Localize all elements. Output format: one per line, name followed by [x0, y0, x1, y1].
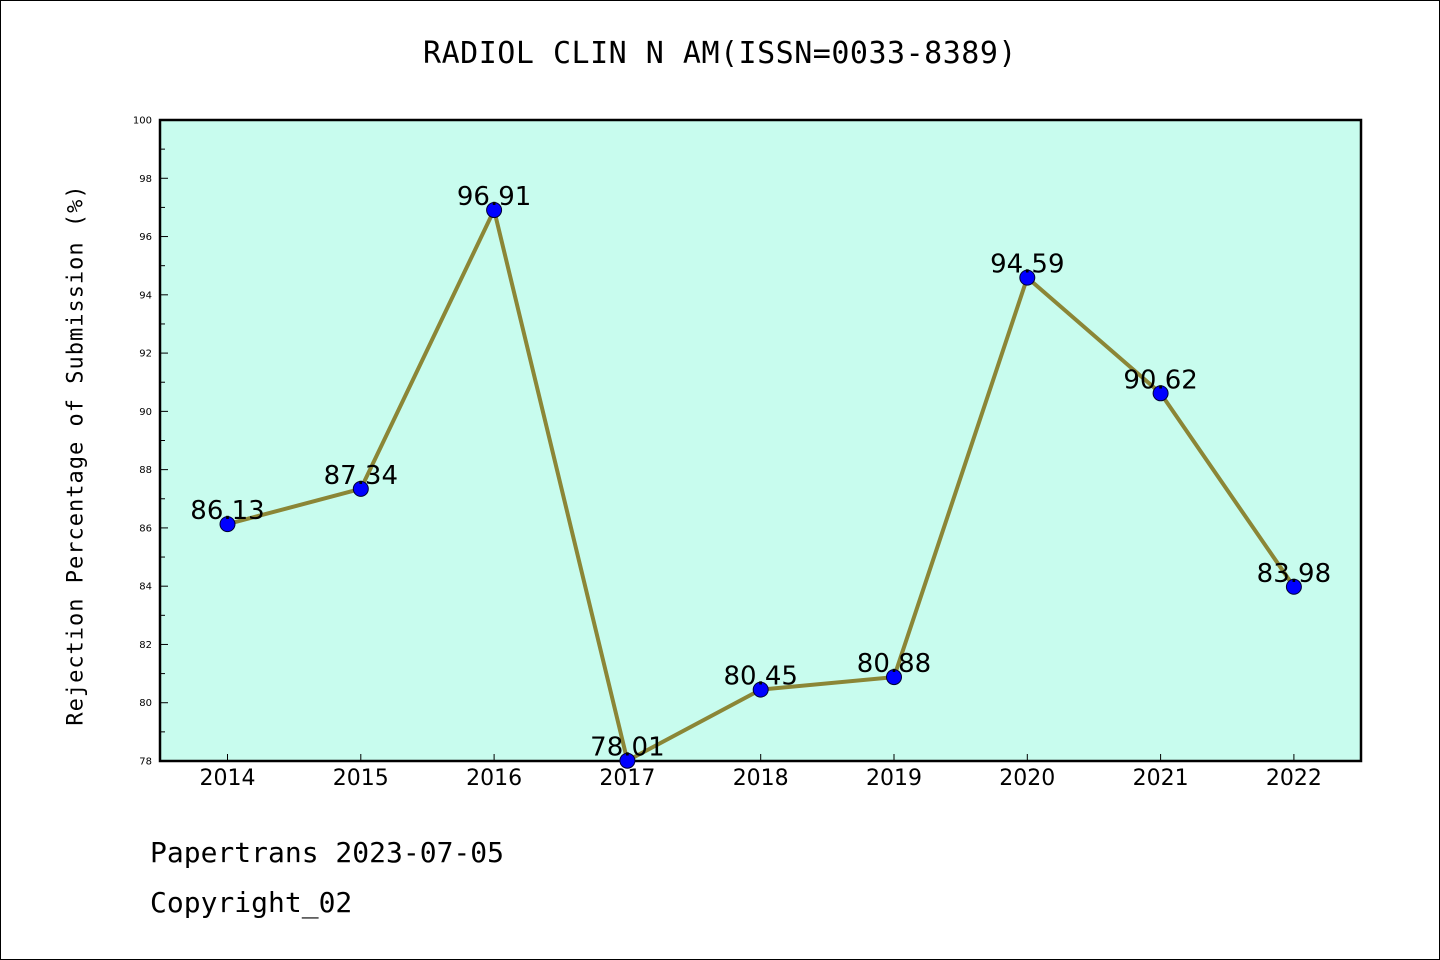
y-tick-label: 86 — [139, 523, 152, 534]
x-tick-label: 2019 — [866, 766, 922, 791]
y-tick-label: 84 — [139, 582, 152, 593]
data-label: 87.34 — [324, 461, 398, 491]
x-axis-ticks: 2014 2015 2016 2017 2018 2019 2020 2021 2022 — [200, 754, 1322, 791]
data-label: 80.88 — [857, 649, 931, 679]
y-tick-label: 96 — [139, 232, 152, 243]
y-tick-label: 92 — [139, 349, 152, 360]
data-point — [486, 202, 503, 219]
x-tick-label: 2020 — [999, 766, 1055, 791]
x-tick-label: 2021 — [1133, 766, 1189, 791]
x-tick-label: 2017 — [599, 766, 655, 791]
x-tick-label: 2014 — [200, 766, 256, 791]
y-axis-ticks: 78 80 82 84 86 88 90 92 94 96 98 100 — [133, 116, 168, 768]
series-group — [219, 202, 1302, 769]
data-labels-group: 86.13 87.34 96.91 78.01 80.45 80.88 94.59 90.62… — [190, 182, 1331, 763]
y-tick-label: 98 — [139, 174, 152, 185]
data-label: 90.62 — [1123, 365, 1197, 395]
data-point — [1285, 578, 1302, 595]
y-tick-label: 78 — [139, 757, 152, 768]
data-label: 96.91 — [457, 182, 531, 212]
chart-title: RADIOL CLIN N AM(ISSN=0033-8389) — [423, 36, 1017, 71]
x-tick-label: 2016 — [466, 766, 522, 791]
y-tick-label: 82 — [139, 640, 152, 651]
data-label: 94.59 — [990, 250, 1064, 280]
data-point — [1152, 385, 1169, 402]
data-label: 80.45 — [723, 662, 797, 692]
y-tick-label: 90 — [139, 407, 152, 418]
data-point — [886, 669, 902, 686]
data-label: 78.01 — [590, 733, 664, 763]
plot-area — [158, 118, 1363, 763]
x-tick-label: 2018 — [733, 766, 789, 791]
y-tick-label: 94 — [139, 290, 152, 301]
x-tick-label: 2022 — [1266, 766, 1322, 791]
y-tick-label: 88 — [139, 465, 152, 476]
x-tick-label: 2015 — [333, 766, 389, 791]
data-label: 83.98 — [1257, 559, 1331, 589]
y-tick-label: 80 — [139, 698, 152, 709]
data-point — [352, 480, 369, 497]
y-tick-label: 100 — [133, 116, 152, 127]
data-point — [219, 516, 236, 533]
footer-copyright: Copyright_02 — [150, 886, 353, 919]
data-point — [1019, 269, 1036, 286]
data-point — [619, 752, 636, 769]
data-point — [752, 681, 769, 698]
data-label: 86.13 — [190, 496, 264, 526]
footer-date: Papertrans 2023-07-05 — [150, 836, 505, 869]
